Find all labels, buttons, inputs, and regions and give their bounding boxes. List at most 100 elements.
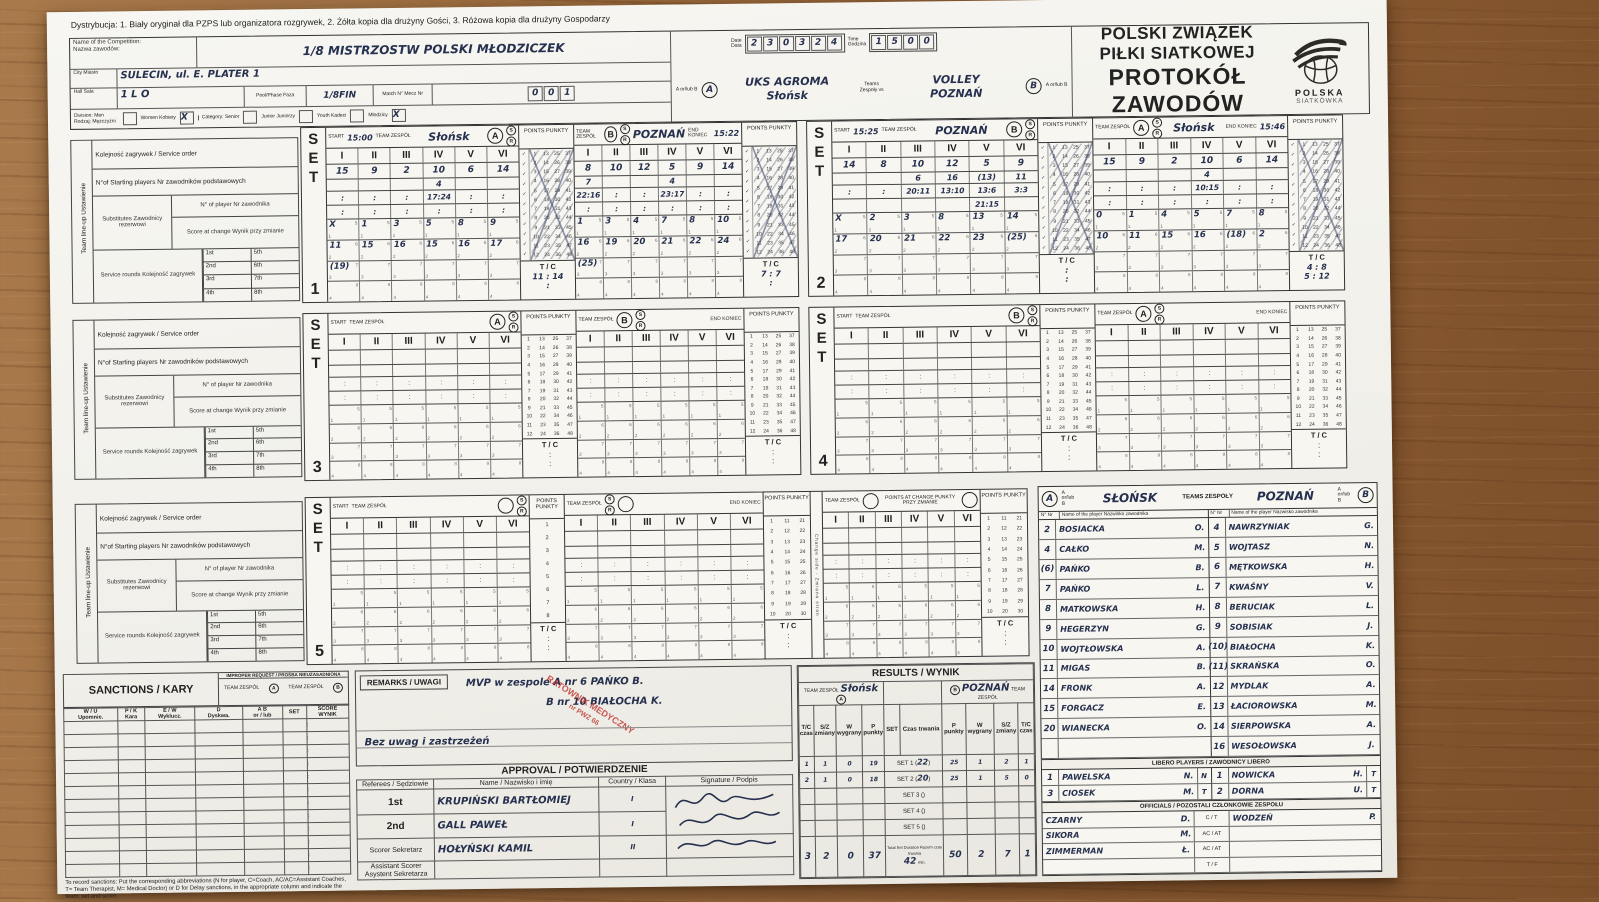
set2-b-tc: T / C::	[1039, 253, 1095, 294]
lineup-labels-row1: Team line-up Ustawienie Kolejność zagryw…	[70, 137, 301, 304]
header: Name of the Competition: Nazwa zawodów: …	[68, 22, 1371, 130]
set1-end-time: 15:22	[713, 128, 740, 138]
referee1-name: KRUPIŃSKI BARTŁOMIEJ	[433, 787, 599, 814]
player-row: 11 MIGAS B.	[1040, 657, 1210, 680]
substitutes-label: Substitutes Zawodnicy rezerwowi	[92, 195, 173, 250]
junior-checkbox	[298, 109, 314, 124]
sanction-col-header: D Dyskwa.	[194, 706, 243, 720]
set1-b-points: POINTS PUNKTY ✓ ✓ ✓ ✓ ✓ ✓ ✓ ✓ ✓ ✓ ✓ 1 13 25 37 2 14 26 38…	[742, 122, 799, 297]
match-label: Match N° Mecz Nr	[373, 84, 433, 106]
service-cell: 2 6 11	[327, 240, 360, 261]
approval-table: Referees / Sędziowie Name / Nazwisko i i…	[356, 774, 794, 881]
lineup-labels-row2: Team line-up Ustawienie Kolejność zagryw…	[72, 317, 303, 480]
results-total-row: 3 2 0 37 Total Set Duration Razem czas t…	[800, 833, 1036, 878]
point-tick: ✓	[522, 241, 528, 248]
scorer-name: HOŁYŃSKI KAMIL	[434, 836, 600, 862]
sanction-col-header: SET	[282, 705, 307, 719]
official-role: AC / AT	[1193, 841, 1231, 857]
federation-logo: POLSKA SIATKÓWKA	[1276, 33, 1363, 105]
youth-checkbox	[350, 109, 365, 123]
score-at-change: :	[469, 192, 473, 202]
score-at-change: :	[405, 192, 409, 202]
score-at-change: :	[340, 193, 345, 203]
pool-label: Pool/Phase Faza	[244, 86, 307, 107]
aorb-left-label: A or/lub B	[675, 86, 698, 93]
women-checkbox: X	[179, 111, 194, 125]
round-ordinal: 8th	[251, 286, 300, 301]
set2-teamA-name: Słońsk	[1173, 120, 1215, 134]
position-header: I	[326, 148, 359, 164]
point-tick: ✓	[523, 251, 528, 258]
point-tick: ✓	[522, 211, 527, 218]
score-at-change: 17:24	[427, 192, 452, 202]
results-panel: RESULTS / WYNIK TEAM ZESPÓŁ Słońsk A B P…	[796, 662, 1038, 880]
set1-teamA-name: Słońsk	[428, 129, 470, 144]
date-digit: 4	[826, 35, 842, 51]
player-row: 10 WOJTŁOWSKA A.	[1040, 637, 1210, 660]
set3-b-points: POINTS PUNKTY 1 13 25 37 2 14 26 38 3 15 27 39 4 16 28…	[744, 308, 801, 475]
starting-player-number: 15	[326, 164, 359, 179]
time-digit: 1	[871, 34, 887, 50]
roster-a-team: SŁOŃSK	[1102, 490, 1158, 506]
results-table: RESULTS / WYNIK TEAM ZESPÓŁ Słońsk A B P…	[798, 663, 1037, 878]
nplayer-label: N° of player Nr zawodnika	[171, 194, 299, 219]
set2-start-time: 15:25	[853, 126, 879, 136]
time-digit: 5	[887, 34, 903, 50]
position-header: V	[455, 146, 488, 163]
player-row: 8 MATKOWSKA H.	[1039, 597, 1209, 620]
sanction-col-header: P / K Kara	[117, 707, 145, 721]
remarks-line2: B nr 10 BIAŁOCHA K.	[546, 695, 663, 709]
hall-label-pl: Sala	[83, 88, 94, 95]
round-ordinal: 7th	[250, 273, 300, 288]
point-tick: ✓	[522, 191, 527, 198]
set2-a-points: POINTS PUNKTY ✓ ✓ ✓ ✓ ✓ ✓ ✓ ✓ ✓ ✓ ✓ 1 13 25 37 2 14 26 38…	[1288, 115, 1345, 291]
header-title-zone: POLSKI ZWIĄZEK PIŁKI SIATKOWEJ PROTOKÓŁ …	[1072, 22, 1369, 117]
point-tick: ✓	[521, 160, 527, 168]
sanctions-panel: SANCTIONS / KARY IMPROPER REQUEST / PROŚ…	[62, 670, 352, 901]
substitute-number	[391, 178, 424, 191]
teams-vs-label: Teams Zespoły vs	[859, 81, 884, 93]
mlodzicy-checkbox: X	[391, 108, 406, 123]
officials-list: CZARNY D. C / T WODZEŃ P. SIKORA M. AC / AT…	[1042, 808, 1382, 876]
service-rounds-label: Service rounds Kolejność zagrywek	[93, 248, 204, 303]
lineup-side-label: Team line-up Ustawienie	[71, 140, 95, 303]
mlodzicy-label: Młodzicy	[368, 111, 388, 119]
player-row: 7 KWAŚNY V.	[1209, 575, 1378, 598]
team-b-name: VOLLEY POZNAŃ	[929, 73, 983, 100]
set5-middle-points: POINTS PUNKTY 1 11 21 2 12 22 3 13 23 4 14 24 5 15 25 6…	[763, 491, 813, 659]
player-row: 4 NAWRZYNIAK G.	[1208, 516, 1378, 539]
round-ordinal: 3rd	[202, 273, 252, 288]
time-digit: 0	[919, 33, 935, 50]
date-digit: 0	[778, 35, 794, 51]
set5-number: 5	[314, 642, 325, 660]
point-tick: ✓	[522, 171, 527, 178]
starting-player-number: 9	[358, 164, 392, 179]
round-ordinal: 1st	[202, 248, 251, 262]
set4-left-points: POINTS PUNKTY 1 13 25 37 2 14 26 38 3 15 27 39 4 16 28…	[1040, 304, 1098, 472]
match-digit: 0	[527, 85, 543, 101]
match-digit: 0	[543, 85, 559, 101]
approval-panel: APPROVAL / POTWIERDZENIE Referees / Sędz…	[356, 761, 794, 884]
teams-roster: A A or/lub B SŁOŃSK TEAMS ZESPOŁY POZNAŃ…	[1037, 481, 1383, 877]
women-label: Women Kobiety	[140, 114, 176, 121]
substitute-number	[326, 179, 360, 191]
roster-b-list: 4 NAWRZYNIAK G. 5 WOJTASZ N. 6 MĘTKOWSKA H. 7 KWAŚ…	[1208, 516, 1380, 757]
